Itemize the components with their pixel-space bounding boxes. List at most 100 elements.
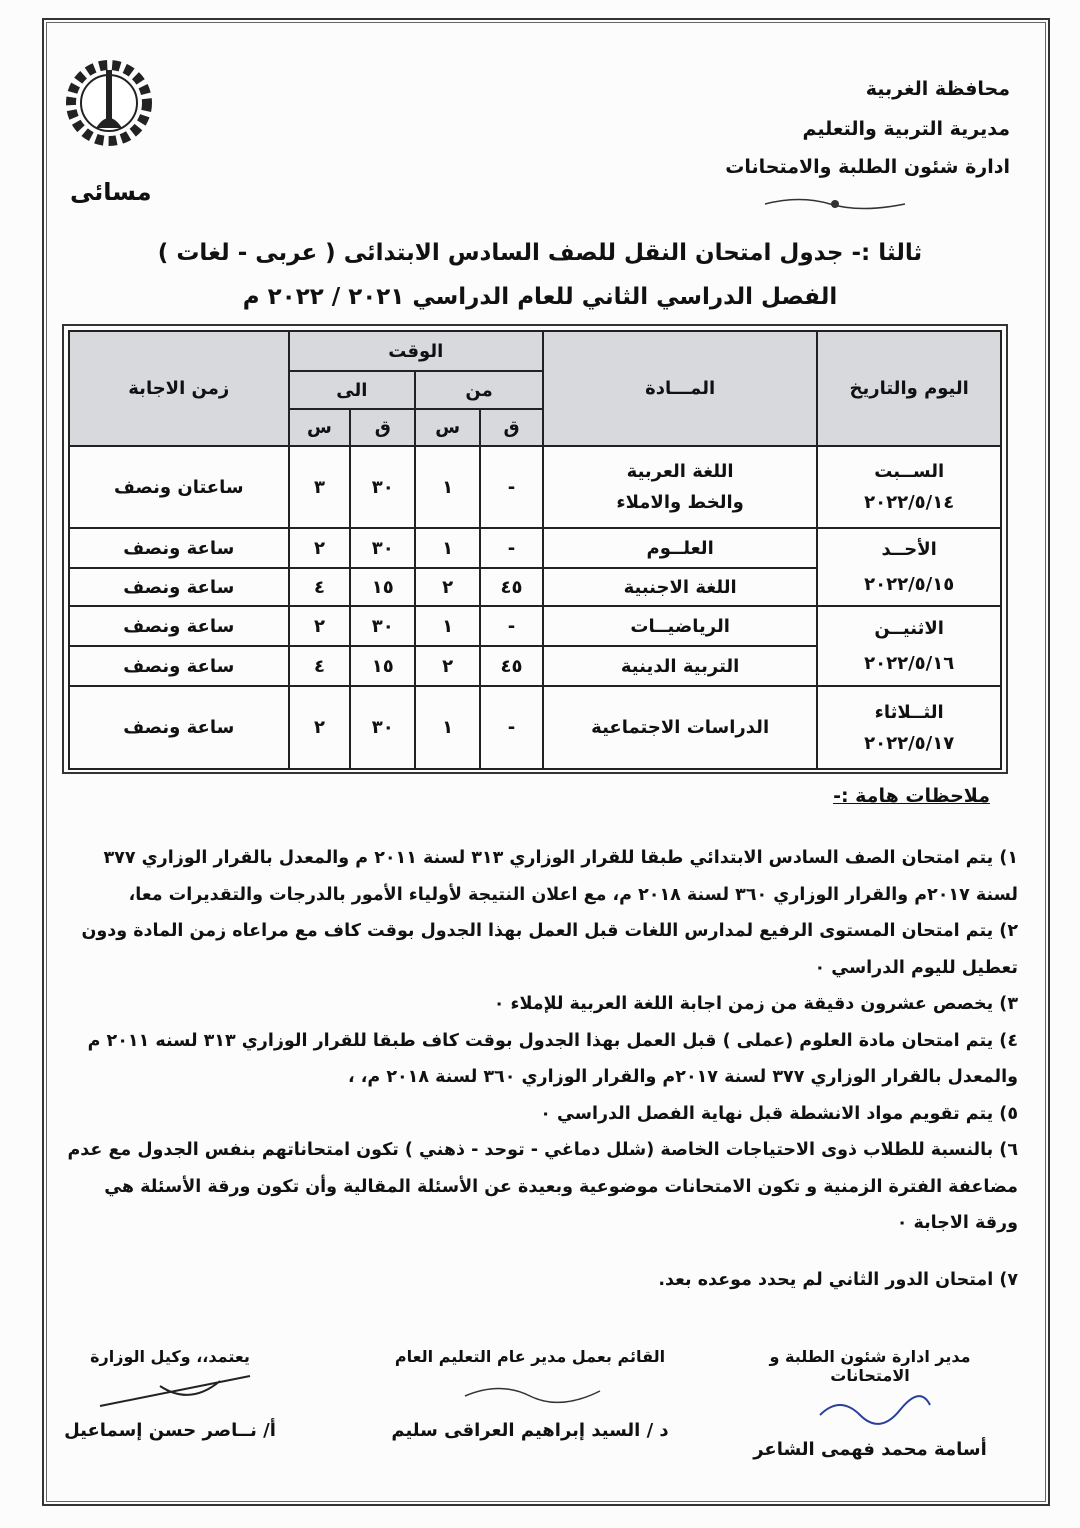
note-item: ١) يتم امتحان الصف السادس الابتدائي طبقا…	[103, 848, 1019, 905]
duration-cell: ساعة ونصف	[68, 605, 290, 647]
notes-title: ملاحظات هامة :-	[833, 785, 990, 807]
time-to-m: ١٥	[349, 567, 417, 607]
time-from-m: -	[479, 685, 544, 770]
header-department: ادارة شئون الطلبة والامتحانات	[725, 156, 1010, 178]
note-item: ٥) يتم تقويم مواد الانشطة قبل نهاية الفص…	[540, 1103, 1018, 1124]
time-to-h: ٢	[287, 527, 352, 569]
title-line-2: الفصل الدراسي الثاني للعام الدراسي ٢٠٢١ …	[242, 284, 838, 310]
header-duration: زمن الاجابة	[68, 330, 290, 447]
day-date-cell: الثــلاثاء ٢٠٢٢/٥/١٧	[816, 685, 1002, 770]
signature-block-general-education: القائم بعمل مدير عام التعليم العام د / ا…	[380, 1347, 680, 1441]
note-item: ٤) يتم امتحان مادة العلوم (عملى ) قبل ال…	[87, 1030, 1018, 1088]
note-item: ٢) يتم امتحان المستوى الرفيع لمدارس اللغ…	[81, 921, 1018, 978]
day-name: الاثنيــن	[874, 618, 944, 639]
exam-schedule-table: اليوم والتاريخ المـــادة الوقت زمن الاجا…	[68, 330, 1002, 770]
time-from-h: ١	[414, 605, 482, 647]
header-subject: المـــادة	[541, 330, 819, 447]
header-from-hour: س	[414, 408, 482, 447]
time-from-m: ٤٥	[479, 645, 544, 687]
day-date-cell: الأحــد ٢٠٢٢/٥/١٥	[816, 527, 1002, 607]
table-row: الثــلاثاء ٢٠٢٢/٥/١٧ الدراسات الاجتماعية -…	[68, 685, 1002, 770]
time-to-m: ٣٠	[349, 605, 417, 647]
subject-name: اللغة العربية	[626, 461, 734, 482]
subject-name: والخط والاملاء	[616, 492, 744, 513]
duration-cell: ساعة ونصف	[68, 567, 290, 607]
duration-cell: ساعة ونصف	[68, 685, 290, 770]
page-inner-border	[46, 22, 1046, 1502]
subject-name: اللغة الاجنبية	[623, 576, 737, 598]
education-gear-logo-icon	[66, 60, 152, 146]
subject-name: الرياضيــات	[630, 615, 730, 637]
header-from-minute: ق	[479, 408, 544, 447]
subject-name: الدراسات الاجتماعية	[591, 717, 770, 738]
time-from-h: ٢	[414, 645, 482, 687]
time-from-h: ١	[414, 527, 482, 569]
header-time: الوقت	[287, 330, 544, 372]
day-name: الســبت	[874, 461, 945, 482]
subject-cell: اللغة الاجنبية	[541, 567, 819, 607]
header-from: من	[414, 370, 544, 410]
header-day-date: اليوم والتاريخ	[816, 330, 1002, 447]
note-item: ٦) بالنسبة للطلاب ذوى الاحتياجات الخاصة …	[67, 1140, 1018, 1233]
time-from-h: ١	[414, 445, 482, 529]
time-to-m: ١٥	[349, 645, 417, 687]
exam-date: ٢٠٢٢/٥/١٧	[864, 732, 955, 754]
table-frame	[62, 324, 1008, 774]
header-to-minute: ق	[349, 408, 417, 447]
signature-name: أسامة محمد فهمى الشاعر	[753, 1439, 987, 1460]
signature-title: القائم بعمل مدير عام التعليم العام	[394, 1347, 666, 1366]
handwritten-signature	[819, 1395, 931, 1425]
duration-cell: ساعتان ونصف	[68, 445, 290, 529]
time-from-m: -	[479, 605, 544, 647]
table-row: اللغة الاجنبية ٤٥ ٢ ١٥ ٤ ساعة ونصف	[68, 567, 1001, 607]
table-row: الاثنيــن ٢٠٢٢/٥/١٦ الرياضيــات -١ ٣٠ ٢ ساعة …	[68, 605, 1002, 687]
header-directorate: مديرية التربية والتعليم	[802, 118, 1010, 140]
time-to-m: ٣٠	[349, 685, 417, 770]
time-to-h: ٤	[287, 567, 352, 607]
page-border	[42, 18, 1050, 1506]
ornament-divider	[764, 198, 906, 210]
note-item: ٧) امتحان الدور الثاني لم يحدد موعده بعد…	[658, 1269, 1018, 1290]
table-row: التربية الدينية ٤٥ ٢ ١٥ ٤ ساعة ونصف	[68, 645, 1001, 687]
notes-list: ١) يتم امتحان الصف السادس الابتدائي طبقا…	[62, 840, 1018, 1298]
signature-name: د / السيد إبراهيم العراقى سليم	[391, 1420, 669, 1441]
signature-name: أ/ نــاصر حسن إسماعيل	[64, 1420, 276, 1441]
signature-block-student-affairs: مدير ادارة شئون الطلبة و الامتحانات أسام…	[730, 1347, 1010, 1460]
time-from-h: ٢	[414, 567, 482, 607]
time-to-h: ٢	[287, 605, 352, 647]
day-date-cell: الســبت ٢٠٢٢/٥/١٤	[816, 445, 1002, 529]
subject-cell: الدراسات الاجتماعية	[541, 685, 819, 770]
time-to-m: ٣٠	[349, 527, 417, 569]
time-to-h: ٢	[287, 685, 352, 770]
handwritten-signature	[99, 1375, 251, 1407]
table-row: الســبت ٢٠٢٢/٥/١٤ اللغة العربية والخط والا…	[68, 445, 1002, 529]
header-governorate: محافظة الغربية	[865, 78, 1010, 100]
day-name: الثــلاثاء	[874, 701, 944, 723]
exam-date: ٢٠٢٢/٥/١٦	[864, 653, 955, 674]
header-to: الى	[287, 370, 417, 410]
signature-block-undersecretary: يعتمد،، وكيل الوزارة أ/ نــاصر حسن إسماع…	[60, 1347, 280, 1441]
subject-cell: الرياضيــات	[541, 605, 819, 647]
table-row: الأحــد ٢٠٢٢/٥/١٥ العلــوم -١ ٣٠ ٢ ساعة ونصف	[68, 527, 1002, 607]
subject-cell: العلــوم	[541, 527, 819, 569]
duration-cell: ساعة ونصف	[68, 645, 290, 687]
signature-title: مدير ادارة شئون الطلبة و الامتحانات	[769, 1347, 971, 1385]
header-to-hour: س	[287, 408, 352, 447]
time-to-h: ٣	[287, 445, 352, 529]
note-item: ٣) يخصص عشرون دقيقة من زمن اجابة اللغة ا…	[493, 994, 1018, 1014]
time-from-m: -	[479, 445, 544, 529]
exam-date: ٢٠٢٢/٥/١٥	[864, 574, 955, 595]
title-line-1: ثالثا :- جدول امتحان النقل للصف السادس ا…	[157, 240, 923, 266]
subject-cell: اللغة العربية والخط والاملاء	[541, 445, 819, 529]
logo-label: مسائى	[70, 178, 152, 206]
day-date-cell: الاثنيــن ٢٠٢٢/٥/١٦	[816, 605, 1002, 687]
subject-cell: التربية الدينية	[541, 645, 819, 687]
signature-title: يعتمد،، وكيل الوزارة	[90, 1347, 250, 1366]
subject-name: التربية الدينية	[620, 655, 740, 677]
time-to-h: ٤	[287, 645, 352, 687]
day-name: الأحــد	[881, 539, 937, 560]
exam-date: ٢٠٢٢/٥/١٤	[864, 492, 955, 513]
time-from-m: ٤٥	[479, 567, 544, 607]
time-from-h: ١	[414, 685, 482, 770]
